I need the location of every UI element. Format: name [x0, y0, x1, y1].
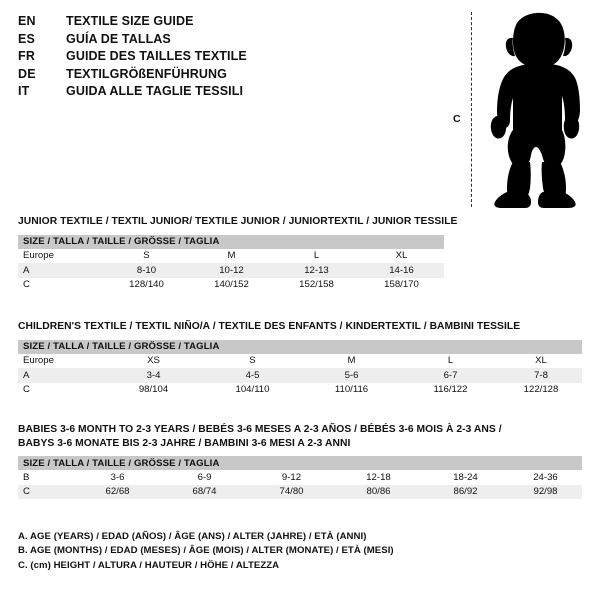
cell-value: XS — [104, 353, 203, 368]
cell-value: 9-12 — [248, 470, 335, 485]
cell-value: 116/122 — [401, 382, 500, 397]
cell-value: 98/104 — [104, 382, 203, 397]
baby-silhouette-icon — [490, 12, 580, 208]
language-code: ES — [18, 31, 36, 46]
cell-value: 80/86 — [335, 484, 422, 499]
cell-value: 6-7 — [401, 368, 500, 383]
language-title: TEXTILE SIZE GUIDE — [66, 14, 194, 28]
language-code: FR — [18, 49, 36, 64]
band-header-label: SIZE / TALLA / TAILLE / GRÖSSE / TAGLIA — [18, 234, 444, 249]
section-title: JUNIOR TEXTILE / TEXTIL JUNIOR/ TEXTILE … — [18, 216, 458, 227]
table-row: A 3-4 4-5 5-6 6-7 7-8 — [18, 368, 582, 383]
cell-value: L — [274, 248, 359, 263]
cell-value: 152/158 — [274, 277, 359, 292]
children-size-table: SIZE / TALLA / TAILLE / GRÖSSE / TAGLIA … — [18, 339, 582, 397]
junior-size-table: SIZE / TALLA / TAILLE / GRÖSSE / TAGLIA … — [18, 234, 444, 292]
cell-value: 14-16 — [359, 263, 444, 278]
cell-value: 10-12 — [189, 263, 274, 278]
cell-value: 104/110 — [203, 382, 302, 397]
footnote-b: B. AGE (MONTHS) / EDAD (MESES) / ÂGE (MO… — [18, 545, 394, 557]
cell-value: 140/152 — [189, 277, 274, 292]
cell-value: 5-6 — [302, 368, 401, 383]
language-row-en: EN TEXTILE SIZE GUIDE — [18, 14, 318, 32]
table-band-header-row: SIZE / TALLA / TAILLE / GRÖSSE / TAGLIA — [18, 456, 582, 470]
row-label: C — [18, 277, 104, 292]
cell-value: 24-36 — [509, 470, 582, 485]
cell-value: S — [104, 248, 189, 263]
cell-value: 12-18 — [335, 470, 422, 485]
section-childrens-textile: CHILDREN'S TEXTILE / TEXTIL NIÑO/A / TEX… — [18, 320, 582, 397]
row-label: Europe — [18, 353, 104, 368]
language-row-de: DE TEXTILGRÖßENFÜHRUNG — [18, 67, 318, 85]
cell-value: 122/128 — [500, 382, 582, 397]
language-title: GUIDE DES TAILLES TEXTILE — [66, 49, 247, 64]
table-band-header-row: SIZE / TALLA / TAILLE / GRÖSSE / TAGLIA — [18, 339, 582, 354]
cell-value: 7-8 — [500, 368, 582, 383]
table-row: Europe XS S M L XL — [18, 353, 582, 368]
language-title-block: EN TEXTILE SIZE GUIDE ES GUÍA DE TALLAS … — [18, 14, 318, 102]
row-label: Europe — [18, 248, 104, 263]
cell-value: 92/98 — [509, 484, 582, 499]
section-title-line1: BABIES 3-6 MONTH TO 2-3 YEARS / BEBÉS 3-… — [18, 424, 502, 435]
footnote-a: A. AGE (YEARS) / EDAD (AÑOS) / ÂGE (ANS)… — [18, 531, 367, 542]
cell-value: M — [189, 248, 274, 263]
language-row-es: ES GUÍA DE TALLAS — [18, 32, 318, 50]
language-code: IT — [18, 84, 30, 99]
language-row-fr: FR GUIDE DES TAILLES TEXTILE — [18, 49, 318, 67]
cell-value: XL — [359, 248, 444, 263]
table-band-header-row: SIZE / TALLA / TAILLE / GRÖSSE / TAGLIA — [18, 234, 444, 249]
cell-value: 4-5 — [203, 368, 302, 383]
language-title: GUIDA ALLE TAGLIE TESSILI — [66, 84, 244, 99]
table-row: C 98/104 104/110 110/116 116/122 122/128 — [18, 382, 582, 397]
cell-value: 18-24 — [422, 470, 509, 485]
cell-value: 86/92 — [422, 484, 509, 499]
cell-value: 62/68 — [74, 484, 161, 499]
measure-label-c: C — [453, 113, 461, 125]
cell-value: XL — [500, 353, 582, 368]
row-label: C — [18, 484, 74, 499]
cell-value: 12-13 — [274, 263, 359, 278]
cell-value: 158/170 — [359, 277, 444, 292]
row-label: A — [18, 368, 104, 383]
table-row: A 8-10 10-12 12-13 14-16 — [18, 263, 444, 278]
language-code: EN — [18, 14, 36, 28]
footnote-c: C. (cm) HEIGHT / ALTURA / HAUTEUR / HÖHE… — [18, 559, 280, 571]
table-row: B 3-6 6-9 9-12 12-18 18-24 24-36 — [18, 470, 582, 485]
section-junior-textile: JUNIOR TEXTILE / TEXTIL JUNIOR/ TEXTILE … — [18, 215, 457, 292]
cell-value: S — [203, 353, 302, 368]
cell-value: 110/116 — [302, 382, 401, 397]
cell-value: 6-9 — [161, 470, 248, 485]
babies-size-table: SIZE / TALLA / TAILLE / GRÖSSE / TAGLIA … — [18, 456, 582, 499]
row-label: C — [18, 382, 104, 397]
row-label: A — [18, 263, 104, 278]
section-babies-textile: BABIES 3-6 MONTH TO 2-3 YEARS / BEBÉS 3-… — [18, 423, 582, 499]
band-header-label: SIZE / TALLA / TAILLE / GRÖSSE / TAGLIA — [18, 339, 582, 354]
cell-value: 128/140 — [104, 277, 189, 292]
table-row: C 128/140 140/152 152/158 158/170 — [18, 277, 444, 292]
language-title: GUÍA DE TALLAS — [66, 31, 171, 46]
section-title: CHILDREN'S TEXTILE / TEXTIL NIÑO/A / TEX… — [18, 321, 521, 332]
cell-value: L — [401, 353, 500, 368]
language-code: DE — [18, 66, 36, 81]
language-title: TEXTILGRÖßENFÜHRUNG — [66, 66, 227, 81]
cell-value: 3-4 — [104, 368, 203, 383]
cell-value: 74/80 — [248, 484, 335, 499]
height-measurement-diagram: C — [444, 8, 594, 208]
height-dashed-axis-line — [471, 12, 472, 207]
table-row: Europe S M L XL — [18, 248, 444, 263]
row-label: B — [18, 470, 74, 485]
language-row-it: IT GUIDA ALLE TAGLIE TESSILI — [18, 84, 318, 102]
legend-footnotes: A. AGE (YEARS) / EDAD (AÑOS) / ÂGE (ANS)… — [18, 530, 438, 573]
band-header-label: SIZE / TALLA / TAILLE / GRÖSSE / TAGLIA — [18, 456, 582, 470]
table-row: C 62/68 68/74 74/80 80/86 86/92 92/98 — [18, 484, 582, 499]
cell-value: 68/74 — [161, 484, 248, 499]
section-title-line2: BABYS 3-6 MONATE BIS 2-3 JAHRE / BAMBINI… — [18, 437, 351, 449]
cell-value: 3-6 — [74, 470, 161, 485]
cell-value: M — [302, 353, 401, 368]
cell-value: 8-10 — [104, 263, 189, 278]
